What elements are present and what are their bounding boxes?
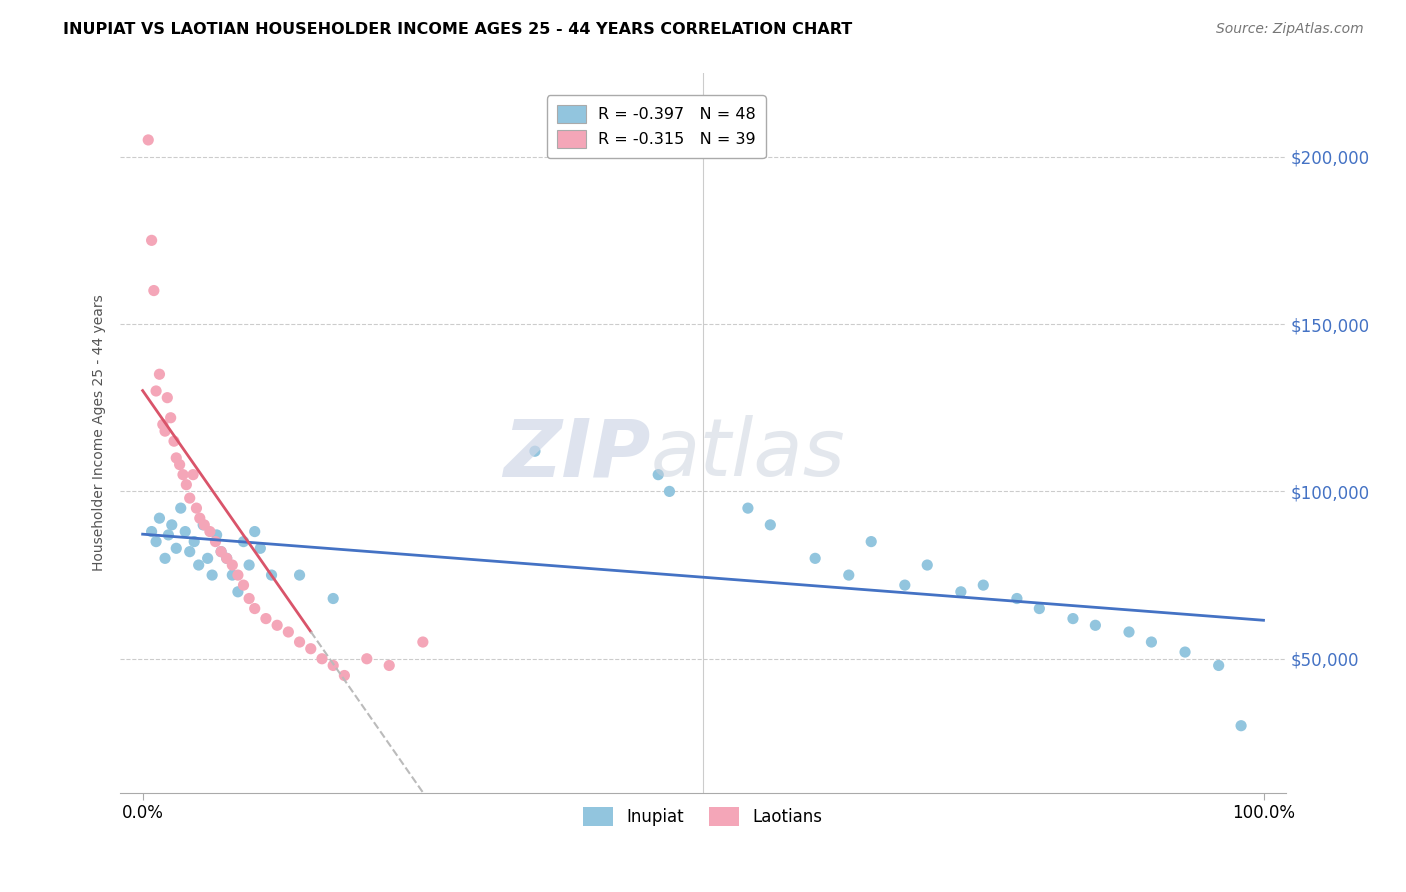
Point bbox=[170, 501, 193, 516]
Point bbox=[221, 568, 243, 582]
Point bbox=[148, 511, 170, 525]
Point bbox=[153, 551, 176, 566]
Point bbox=[333, 668, 356, 682]
Y-axis label: Householder Income Ages 25 - 44 years: Householder Income Ages 25 - 44 years bbox=[93, 294, 107, 571]
Point bbox=[141, 233, 163, 247]
Point bbox=[356, 652, 378, 666]
Point bbox=[860, 534, 883, 549]
Point bbox=[238, 591, 260, 606]
Point bbox=[254, 611, 277, 625]
Point bbox=[221, 558, 243, 572]
Point bbox=[647, 467, 669, 482]
Text: Source: ZipAtlas.com: Source: ZipAtlas.com bbox=[1216, 22, 1364, 37]
Point bbox=[523, 444, 546, 458]
Point bbox=[260, 568, 283, 582]
Point bbox=[894, 578, 917, 592]
Point bbox=[759, 517, 782, 532]
Point bbox=[243, 601, 266, 615]
Point bbox=[322, 658, 344, 673]
Point bbox=[165, 541, 187, 556]
Point bbox=[226, 584, 249, 599]
Point bbox=[141, 524, 163, 539]
Point bbox=[1005, 591, 1028, 606]
Point bbox=[145, 384, 167, 398]
Point bbox=[238, 558, 260, 572]
Point bbox=[972, 578, 994, 592]
Point bbox=[145, 534, 167, 549]
Legend: Inupiat, Laotians: Inupiat, Laotians bbox=[575, 798, 831, 835]
Point bbox=[153, 424, 176, 438]
Point bbox=[1118, 625, 1140, 640]
Point bbox=[412, 635, 434, 649]
Point bbox=[172, 467, 194, 482]
Point bbox=[232, 534, 254, 549]
Point bbox=[136, 133, 159, 147]
Point bbox=[157, 528, 180, 542]
Point bbox=[804, 551, 827, 566]
Point bbox=[186, 501, 208, 516]
Point bbox=[148, 368, 170, 382]
Point bbox=[197, 551, 219, 566]
Point bbox=[181, 467, 204, 482]
Point bbox=[183, 534, 205, 549]
Point bbox=[156, 391, 179, 405]
Point bbox=[201, 568, 224, 582]
Point bbox=[299, 641, 322, 656]
Point bbox=[1062, 611, 1084, 625]
Text: INUPIAT VS LAOTIAN HOUSEHOLDER INCOME AGES 25 - 44 YEARS CORRELATION CHART: INUPIAT VS LAOTIAN HOUSEHOLDER INCOME AG… bbox=[63, 22, 852, 37]
Point bbox=[266, 618, 288, 632]
Point bbox=[277, 625, 299, 640]
Point bbox=[215, 551, 238, 566]
Point bbox=[198, 524, 221, 539]
Point bbox=[838, 568, 860, 582]
Point bbox=[142, 284, 165, 298]
Point bbox=[949, 584, 972, 599]
Point bbox=[215, 551, 238, 566]
Point bbox=[193, 517, 215, 532]
Point bbox=[204, 534, 226, 549]
Point bbox=[1140, 635, 1163, 649]
Point bbox=[169, 458, 191, 472]
Point bbox=[1230, 719, 1253, 733]
Point bbox=[378, 658, 401, 673]
Point bbox=[232, 578, 254, 592]
Point bbox=[174, 524, 197, 539]
Point bbox=[209, 544, 232, 558]
Point bbox=[159, 410, 181, 425]
Text: ZIP: ZIP bbox=[503, 416, 651, 493]
Point bbox=[209, 544, 232, 558]
Point bbox=[163, 434, 186, 449]
Point bbox=[243, 524, 266, 539]
Point bbox=[188, 511, 211, 525]
Point bbox=[288, 635, 311, 649]
Point bbox=[205, 528, 228, 542]
Point bbox=[311, 652, 333, 666]
Point bbox=[191, 517, 214, 532]
Point bbox=[179, 544, 201, 558]
Point bbox=[160, 517, 183, 532]
Point bbox=[179, 491, 201, 505]
Point bbox=[176, 477, 198, 491]
Point bbox=[658, 484, 681, 499]
Point bbox=[737, 501, 759, 516]
Point bbox=[322, 591, 344, 606]
Point bbox=[1084, 618, 1107, 632]
Text: atlas: atlas bbox=[651, 416, 845, 493]
Point bbox=[187, 558, 209, 572]
Point bbox=[152, 417, 174, 432]
Point bbox=[915, 558, 938, 572]
Point bbox=[288, 568, 311, 582]
Point bbox=[1028, 601, 1050, 615]
Point bbox=[249, 541, 271, 556]
Point bbox=[1174, 645, 1197, 659]
Point bbox=[226, 568, 249, 582]
Point bbox=[1208, 658, 1230, 673]
Point bbox=[165, 450, 187, 465]
